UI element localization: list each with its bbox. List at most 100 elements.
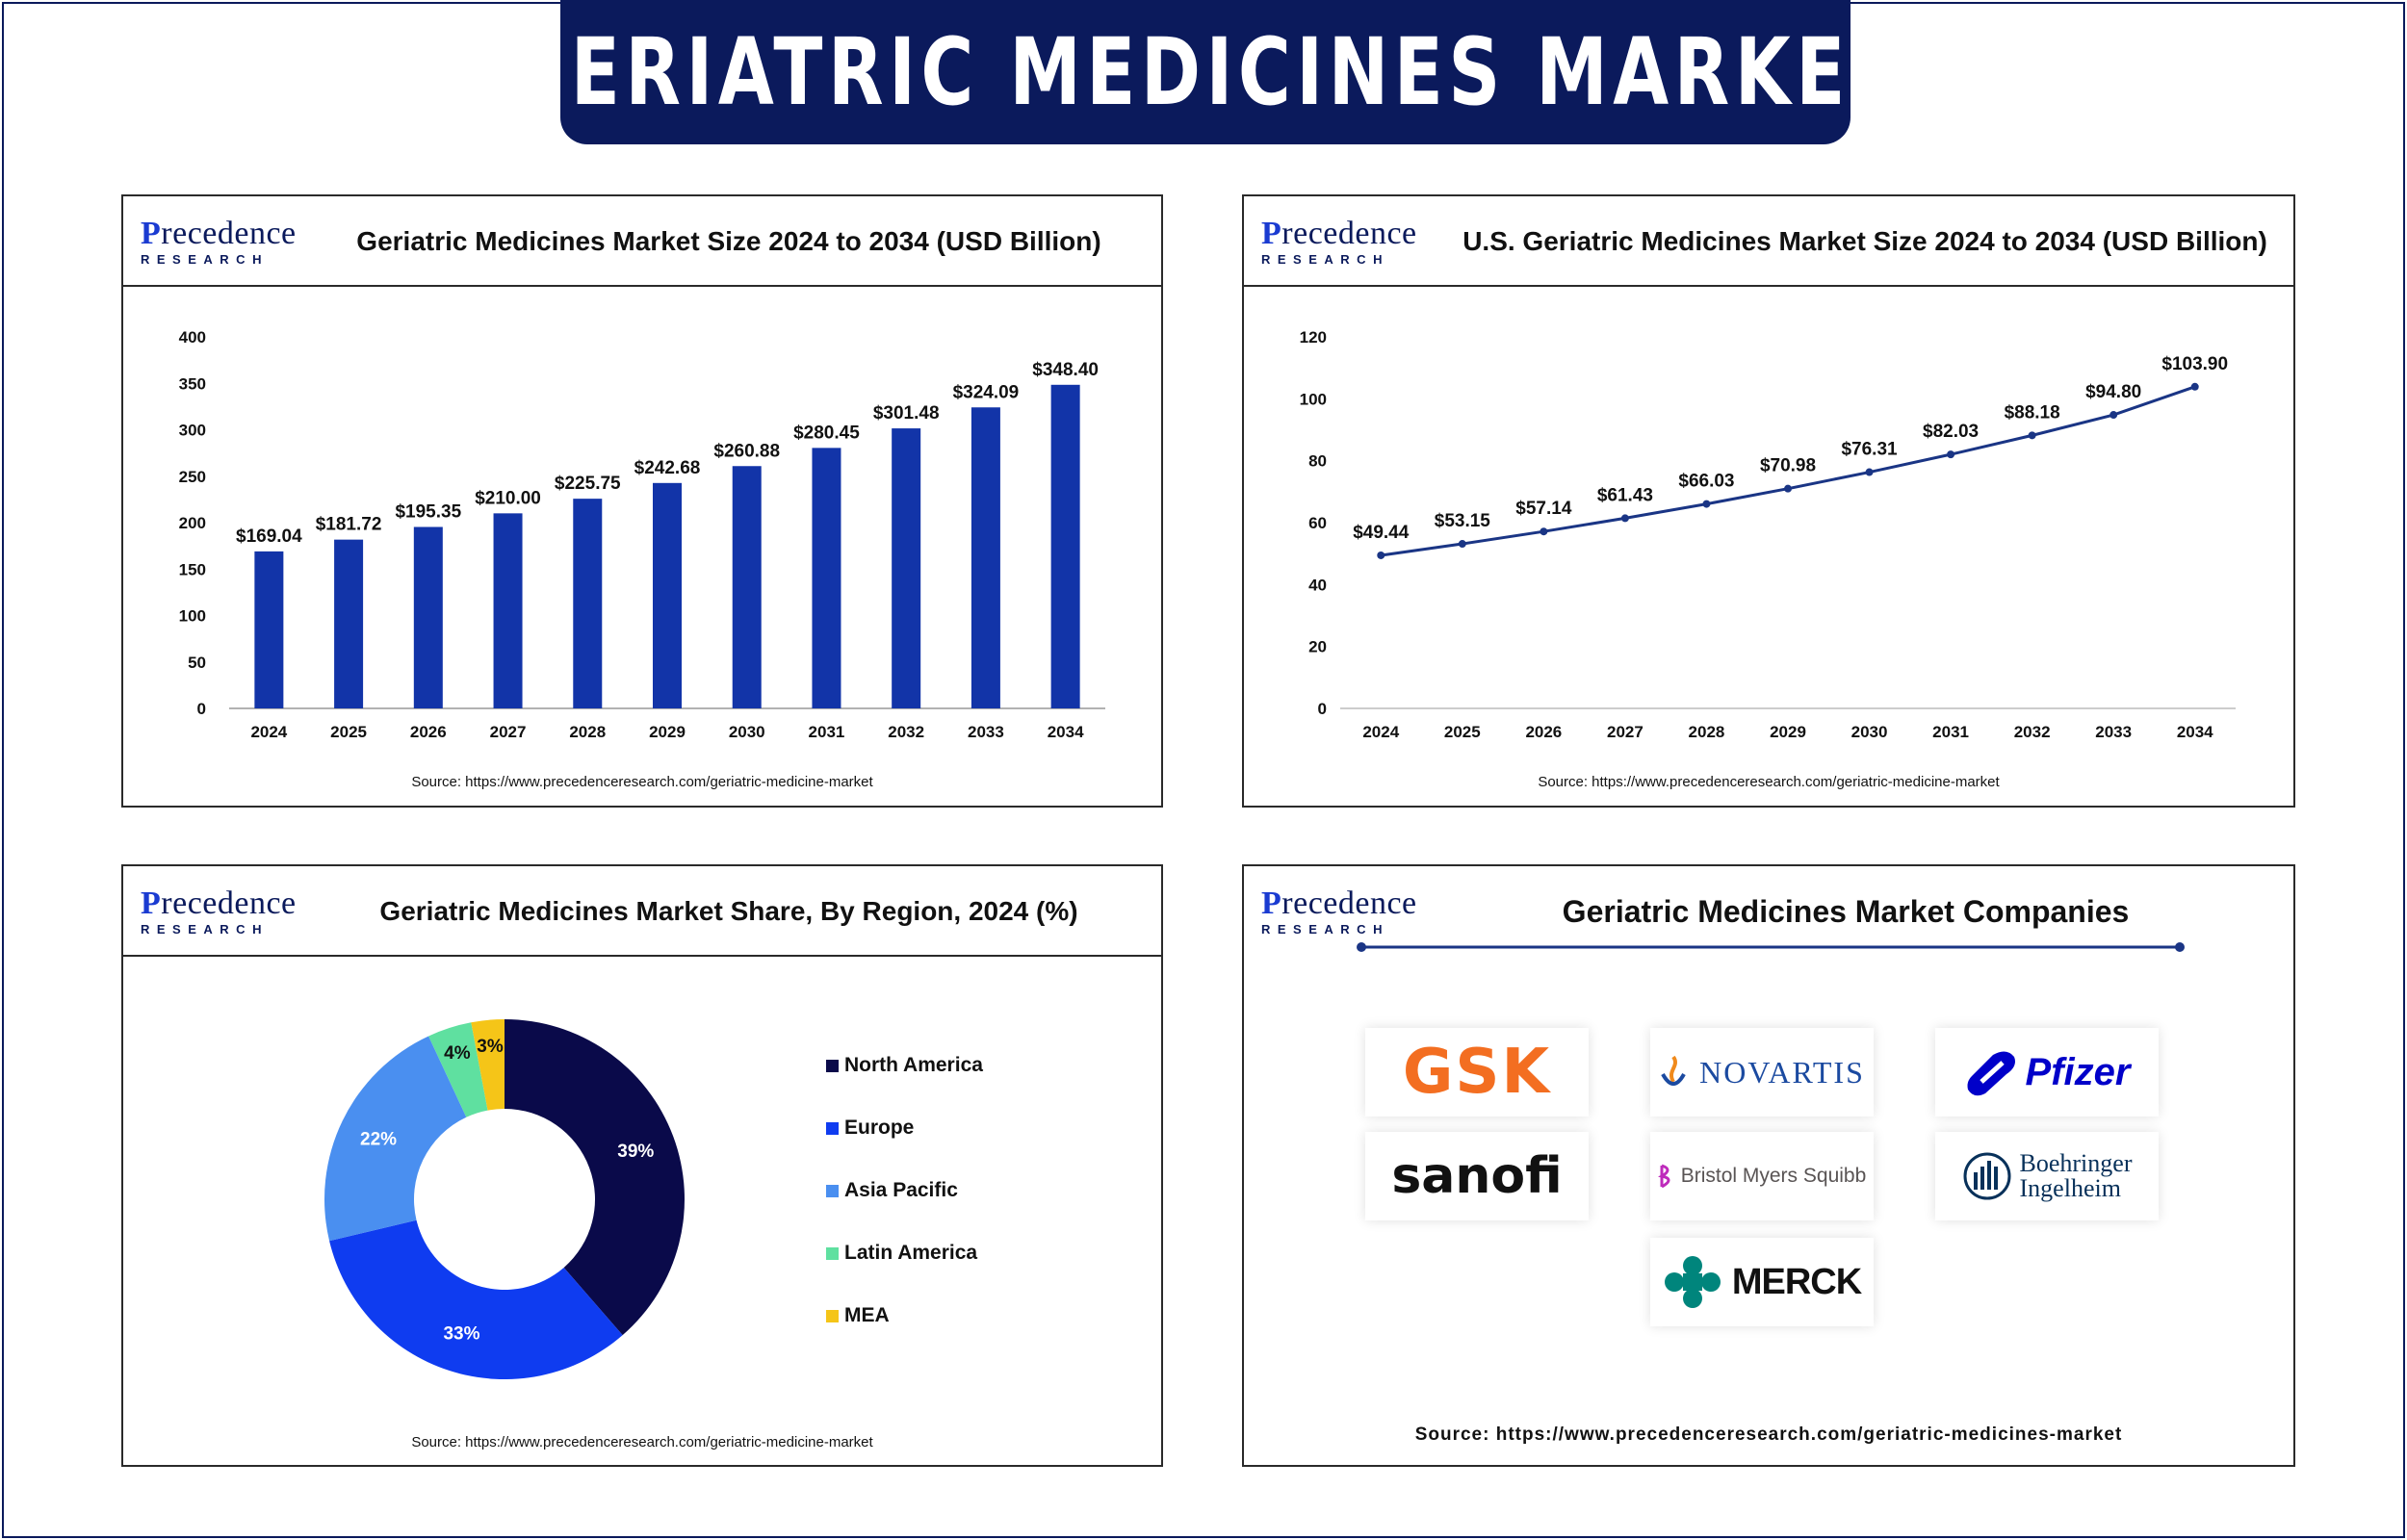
source-note: Source: https://www.precedenceresearch.c… [411, 1434, 873, 1450]
precedence-research-logo: Precedence RESEARCH [141, 886, 297, 937]
x-tick-label: 2030 [1851, 723, 1888, 741]
slice-percent-label: 4% [444, 1043, 471, 1064]
x-tick-label: 2032 [888, 723, 924, 741]
data-point [2190, 382, 2199, 391]
bar [413, 526, 443, 708]
x-tick-label: 2026 [1525, 723, 1562, 741]
source-note: Source: https://www.precedenceresearch.c… [411, 774, 873, 790]
bar-value-label: $324.09 [953, 382, 1020, 402]
x-tick-label: 2024 [250, 723, 287, 741]
legend-label: Europe [844, 1116, 915, 1139]
x-tick-label: 2028 [1689, 723, 1725, 741]
bar [334, 539, 364, 708]
bar-value-label: $210.00 [475, 488, 541, 508]
merck-logo: MERCK [1650, 1238, 1874, 1326]
legend-label: North America [844, 1054, 983, 1076]
main-title: GERIATRIC MEDICINES MARKET [505, 18, 1905, 126]
source-note: Source: https://www.precedenceresearch.c… [1538, 774, 2000, 790]
legend-swatch [826, 1309, 839, 1322]
legend-swatch [826, 1059, 839, 1072]
slice-percent-label: 33% [443, 1324, 479, 1345]
y-tick-label: 0 [197, 700, 206, 718]
point-value-label: $57.14 [1515, 499, 1572, 519]
y-tick-label: 40 [1308, 576, 1327, 594]
legend-swatch [826, 1246, 839, 1260]
line-chart: 0 20 40 60 80 100 120 $49.44 2024 $53.15 2025 $57.1… [1300, 328, 2236, 741]
point-value-label: $103.90 [2161, 354, 2228, 374]
data-point [1540, 527, 1548, 536]
x-tick-label: 2024 [1362, 723, 1399, 741]
panel-title: Geriatric Medicines Market Companies [1562, 893, 2130, 929]
x-tick-label: 2026 [410, 723, 447, 741]
slice-percent-label: 3% [477, 1037, 504, 1057]
point-value-label: $66.03 [1678, 472, 1734, 492]
precedence-research-logo: Precedence RESEARCH [1261, 886, 1417, 937]
x-tick-label: 2025 [1444, 723, 1481, 741]
x-tick-label: 2029 [1770, 723, 1806, 741]
bar [1050, 384, 1080, 708]
y-tick-label: 100 [179, 607, 206, 626]
bar-value-label: $181.72 [316, 515, 382, 535]
point-value-label: $61.43 [1597, 485, 1653, 505]
us-market-size-panel: Precedence RESEARCH U.S. Geriatric Medic… [1242, 194, 2295, 808]
bar [493, 513, 523, 708]
y-tick-label: 250 [179, 468, 206, 486]
slice-percent-label: 39% [617, 1142, 654, 1162]
y-tick-label: 50 [188, 654, 206, 672]
bar [812, 448, 841, 708]
x-tick-label: 2025 [330, 723, 367, 741]
y-tick-label: 350 [179, 374, 206, 393]
y-tick-label: 200 [179, 514, 206, 532]
legend-label: MEA [844, 1304, 890, 1326]
donut-slice [428, 1022, 488, 1117]
legend-item: Europe [826, 1114, 983, 1142]
y-tick-label: 60 [1308, 514, 1327, 532]
legend-label: Latin America [844, 1242, 978, 1264]
bar [971, 407, 1000, 708]
legend-item: MEA [826, 1301, 983, 1330]
bar-value-label: $195.35 [395, 501, 461, 522]
legend-item: North America [826, 1051, 983, 1080]
data-point [1377, 551, 1385, 559]
x-tick-label: 2027 [490, 723, 527, 741]
legend-item: Asia Pacific [826, 1176, 983, 1205]
y-tick-label: 20 [1308, 638, 1327, 656]
data-point [1947, 450, 1955, 459]
y-tick-label: 100 [1300, 390, 1327, 408]
panel-header: Precedence RESEARCH Geriatric Medicines … [123, 866, 1161, 957]
panel-header: Precedence RESEARCH Geriatric Medicines … [1244, 866, 2293, 957]
bar-value-label: $280.45 [793, 423, 860, 443]
point-value-label: $53.15 [1435, 511, 1491, 531]
boehringer-logo: Boehringer Ingelheim [1935, 1132, 2159, 1220]
x-tick-label: 2027 [1607, 723, 1643, 741]
data-point [2028, 431, 2036, 440]
bar-value-label: $348.40 [1032, 360, 1099, 380]
bar [653, 482, 682, 708]
market-size-panel: Precedence RESEARCH Geriatric Medicines … [121, 194, 1163, 808]
pfizer-pill-icon [1967, 1051, 2015, 1096]
x-tick-label: 2030 [729, 723, 765, 741]
donut-legend: North America Europe Asia Pacific Latin Ame… [826, 1051, 983, 1364]
bms-logo: Bristol Myers Squibb [1650, 1132, 1874, 1220]
legend-item: Latin America [826, 1239, 983, 1268]
point-value-label: $94.80 [2085, 382, 2141, 402]
precedence-research-logo: Precedence RESEARCH [1261, 216, 1417, 268]
panel-title: U.S. Geriatric Medicines Market Size 202… [1462, 226, 2267, 256]
boehringer-building-icon [1963, 1152, 2011, 1200]
novartis-logo: NOVARTIS [1650, 1028, 1874, 1116]
bar-value-label: $301.48 [873, 403, 940, 424]
bms-mark-icon [1657, 1164, 1670, 1189]
legend-swatch [826, 1184, 839, 1197]
gsk-logo: GSK [1365, 1028, 1589, 1116]
region-share-panel: Precedence RESEARCH Geriatric Medicines … [121, 864, 1163, 1467]
donut-slice [324, 1036, 467, 1242]
donut-slice [329, 1219, 623, 1379]
point-value-label: $82.03 [1923, 422, 1979, 442]
x-tick-label: 2034 [1048, 723, 1084, 741]
y-tick-label: 80 [1308, 452, 1327, 471]
point-value-label: $49.44 [1353, 523, 1410, 543]
x-tick-label: 2033 [968, 723, 1004, 741]
data-point [1620, 514, 1629, 523]
bar-value-label: $242.68 [634, 458, 701, 478]
x-tick-label: 2029 [649, 723, 686, 741]
